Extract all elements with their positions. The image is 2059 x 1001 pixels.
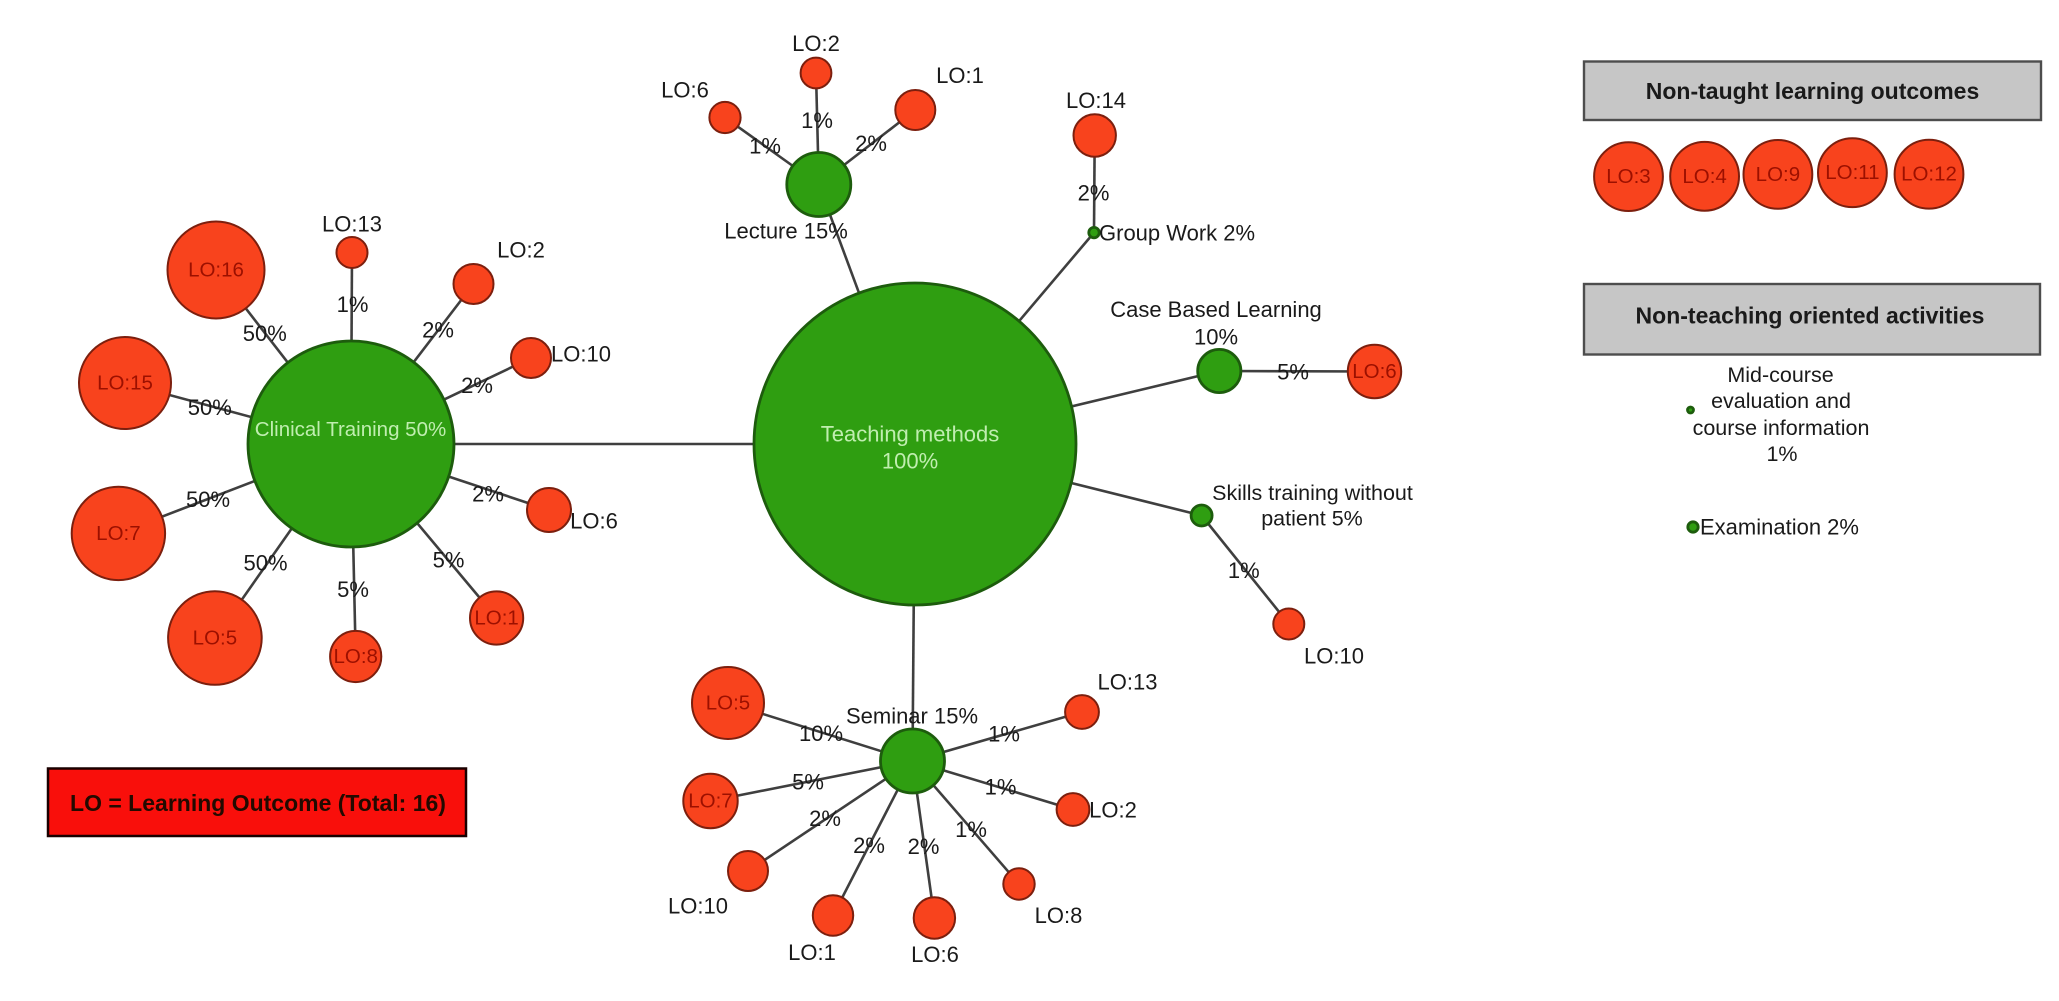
svg-text:LO:7: LO:7 xyxy=(688,790,732,813)
svg-text:LO:2: LO:2 xyxy=(1089,798,1137,823)
svg-text:1%: 1% xyxy=(1766,442,1797,466)
svg-text:LO:12: LO:12 xyxy=(1901,163,1957,186)
svg-text:LO:10: LO:10 xyxy=(551,342,611,367)
svg-text:LO:13: LO:13 xyxy=(1098,670,1158,695)
svg-text:50%: 50% xyxy=(188,395,232,420)
svg-text:1%: 1% xyxy=(337,292,369,317)
svg-text:LO:6: LO:6 xyxy=(911,942,959,967)
svg-text:LO:13: LO:13 xyxy=(322,212,382,237)
svg-text:5%: 5% xyxy=(337,577,369,602)
svg-text:Teaching methods: Teaching methods xyxy=(821,422,1000,447)
svg-text:Non-taught learning outcomes: Non-taught learning outcomes xyxy=(1646,78,1980,104)
svg-text:Skills training without: Skills training without xyxy=(1212,481,1413,505)
svg-text:10%: 10% xyxy=(1194,325,1238,350)
svg-text:Seminar 15%: Seminar 15% xyxy=(846,704,978,729)
svg-text:2%: 2% xyxy=(853,833,885,858)
svg-text:2%: 2% xyxy=(461,373,493,398)
svg-text:LO:9: LO:9 xyxy=(1756,163,1800,186)
svg-text:50%: 50% xyxy=(186,487,230,512)
svg-text:LO:1: LO:1 xyxy=(788,940,836,965)
svg-text:Examination 2%: Examination 2% xyxy=(1700,515,1859,540)
svg-text:2%: 2% xyxy=(809,806,841,831)
svg-text:evaluation and: evaluation and xyxy=(1711,389,1851,413)
svg-text:10%: 10% xyxy=(799,721,843,746)
svg-text:1%: 1% xyxy=(955,817,987,842)
svg-text:patient 5%: patient 5% xyxy=(1261,507,1363,531)
svg-text:LO:8: LO:8 xyxy=(1035,903,1083,928)
svg-text:LO:6: LO:6 xyxy=(570,509,618,534)
svg-text:2%: 2% xyxy=(1078,181,1110,206)
svg-text:100%: 100% xyxy=(882,449,938,474)
svg-text:Lecture 15%: Lecture 15% xyxy=(724,219,848,244)
svg-text:LO:5: LO:5 xyxy=(706,692,750,715)
svg-text:LO:14: LO:14 xyxy=(1066,88,1126,113)
svg-text:1%: 1% xyxy=(988,722,1020,747)
svg-text:LO:2: LO:2 xyxy=(497,238,545,263)
svg-text:2%: 2% xyxy=(908,834,940,859)
svg-text:5%: 5% xyxy=(1277,360,1309,385)
svg-text:2%: 2% xyxy=(472,482,504,507)
svg-text:LO:16: LO:16 xyxy=(188,259,244,282)
svg-text:2%: 2% xyxy=(422,318,454,343)
svg-text:LO:4: LO:4 xyxy=(1682,165,1726,188)
svg-text:LO:10: LO:10 xyxy=(1304,644,1364,669)
svg-text:50%: 50% xyxy=(243,551,287,576)
svg-text:50%: 50% xyxy=(243,321,287,346)
svg-text:LO = Learning Outcome (Total:: LO = Learning Outcome (Total: 16) xyxy=(70,790,446,816)
svg-text:course information: course information xyxy=(1693,416,1870,440)
svg-text:LO:5: LO:5 xyxy=(193,627,237,650)
svg-text:LO:6: LO:6 xyxy=(1352,360,1396,383)
svg-text:LO:1: LO:1 xyxy=(936,63,984,88)
svg-text:LO:6: LO:6 xyxy=(661,78,709,103)
svg-text:2%: 2% xyxy=(855,131,887,156)
svg-text:LO:3: LO:3 xyxy=(1606,165,1650,188)
svg-text:1%: 1% xyxy=(1228,558,1260,583)
svg-text:LO:10: LO:10 xyxy=(668,894,728,919)
svg-text:Non-teaching oriented activiti: Non-teaching oriented activities xyxy=(1636,303,1985,329)
svg-text:1%: 1% xyxy=(985,775,1017,800)
svg-text:LO:7: LO:7 xyxy=(96,522,140,545)
svg-text:LO:15: LO:15 xyxy=(97,372,153,395)
svg-text:Case Based Learning: Case Based Learning xyxy=(1110,297,1322,322)
svg-text:LO:1: LO:1 xyxy=(474,607,518,630)
svg-text:Mid-course: Mid-course xyxy=(1727,363,1833,387)
svg-text:LO:2: LO:2 xyxy=(792,31,840,56)
svg-text:LO:11: LO:11 xyxy=(1825,161,1879,184)
svg-text:LO:8: LO:8 xyxy=(333,645,377,668)
svg-text:5%: 5% xyxy=(792,770,824,795)
svg-text:1%: 1% xyxy=(749,134,781,159)
svg-text:5%: 5% xyxy=(433,548,465,573)
svg-text:1%: 1% xyxy=(801,108,833,133)
svg-text:Group Work 2%: Group Work 2% xyxy=(1099,221,1255,246)
svg-text:Clinical Training 50%: Clinical Training 50% xyxy=(255,418,446,441)
